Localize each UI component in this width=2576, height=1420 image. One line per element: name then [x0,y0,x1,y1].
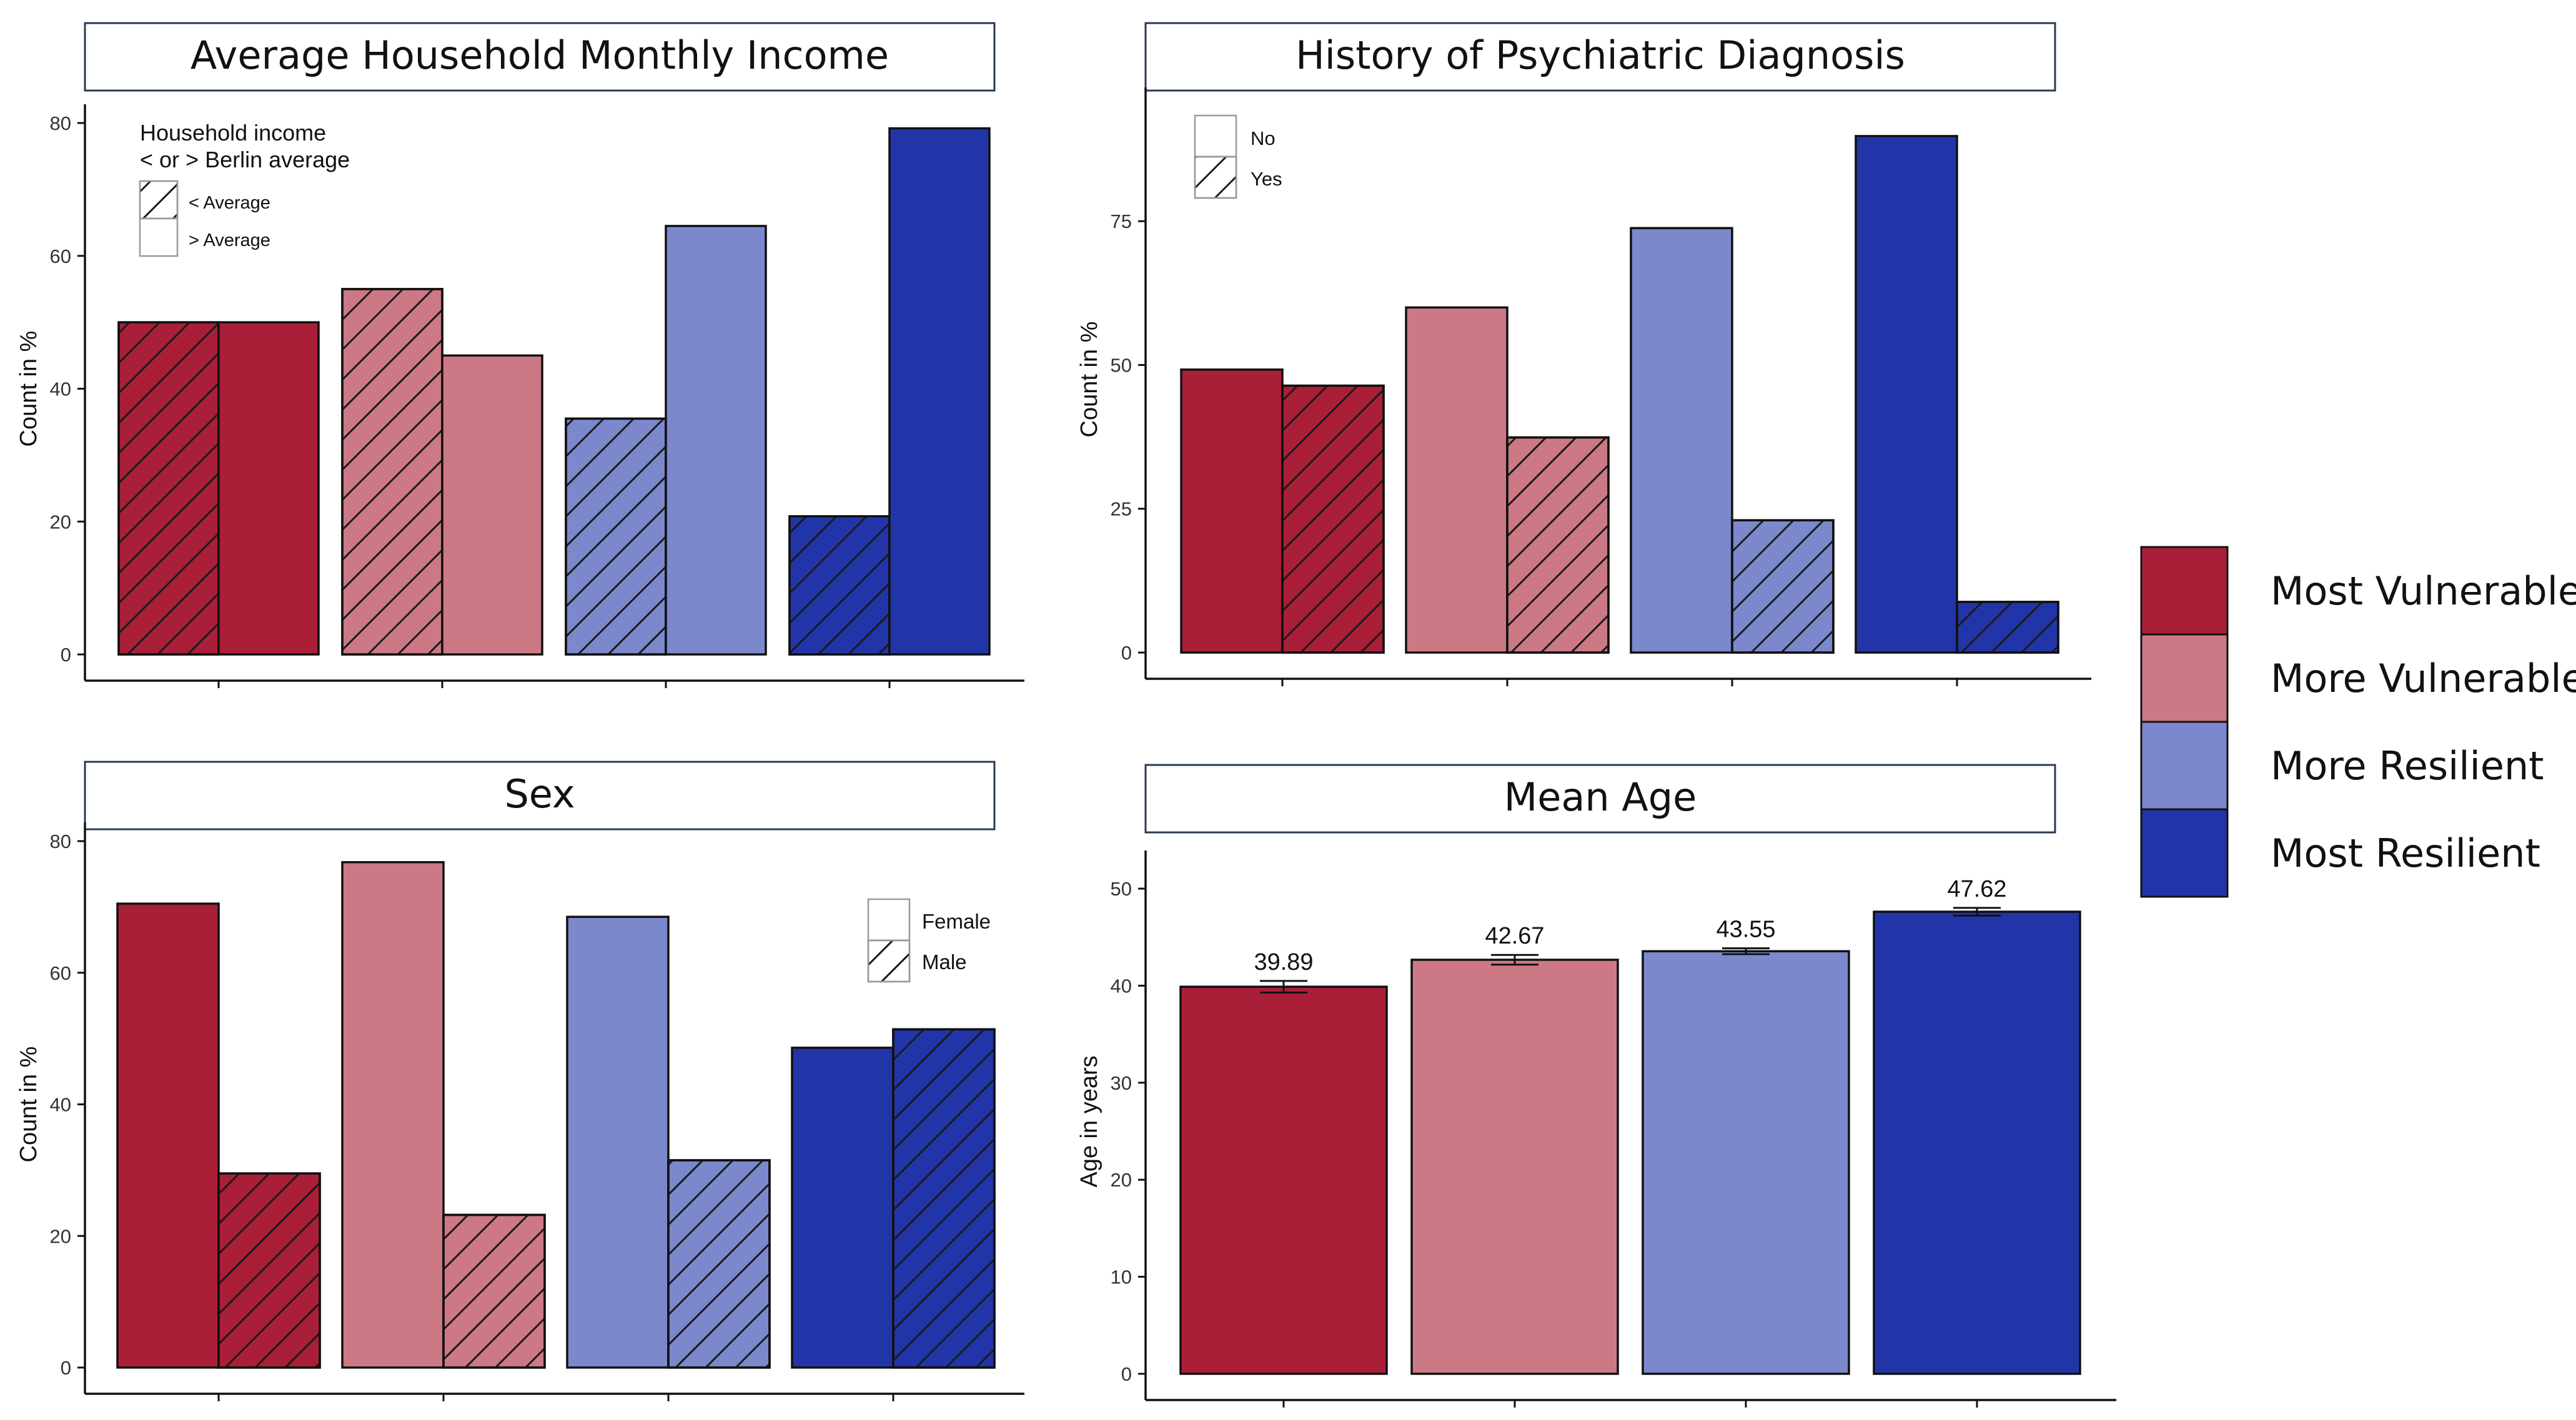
chart-title: Average Household Monthly Income [191,32,889,78]
group-legend-label-4: Most Resilient [2271,831,2540,876]
y-tick-label: 10 [1111,1266,1132,1288]
bar-female-3 [566,915,670,1369]
group-legend-label-2: More Vulnerable [2271,656,2576,701]
group-legend-swatch-3 [2140,721,2229,811]
data-label: 39.89 [1254,949,1313,975]
legend-label: No [1251,127,1276,149]
legend-key-yes-hatch [1194,155,1237,199]
bar-age-1 [1179,985,1388,1375]
bar-hatch-overlay [892,1028,996,1369]
legend-label: Female [922,910,991,933]
bar-female-4 [791,1047,894,1369]
bar-hatch-overlay [667,1159,771,1369]
data-label: 42.67 [1485,923,1544,949]
legend-key-below-average-hatch [139,180,179,220]
y-tick-label: 30 [1111,1072,1132,1094]
y-tick-label: 40 [50,1094,71,1116]
group-legend-label-1: Most Vulnerable [2271,568,2576,614]
y-tick-label: 20 [1111,1169,1132,1191]
bar-no-4 [1855,135,1958,654]
group-legend-swatch-4 [2140,808,2229,898]
chart-title-box [1144,22,2056,92]
y-tick-label: 50 [1111,354,1132,376]
bar-age-4 [1873,910,2081,1375]
y-tick-label: 50 [1111,878,1132,900]
bar-no-1 [1180,368,1284,654]
bar-no-2 [1405,306,1508,654]
chart-title-box [84,22,996,92]
legend-psychiatric: No Yes [1194,114,1282,199]
y-tick-label: 0 [1121,642,1132,664]
group-legend-label-3: More Resilient [2271,743,2544,789]
bar-hatch-overlay [217,1172,321,1369]
chart-panel-2: History of Psychiatric Diagnosis 0 25 50 75 C… [1076,22,2091,686]
bar-hatch-overlay [788,515,891,656]
y-tick-label: 40 [50,378,71,400]
legend-title-line2: < or > Berlin average [140,147,350,172]
y-tick-label: 80 [50,112,71,134]
chart-panel-4: Mean Age 0 10 20 30 40 50 Age in years 39.89 42.6… [1076,764,2116,1408]
y-tick-label: 0 [61,1357,71,1379]
bar-hatch-overlay [117,321,220,656]
legend-key-above-average [139,217,179,257]
bar-average-4 [888,127,991,656]
bar-hatch-overlay [565,417,667,656]
y-axis-label: Count in % [16,1047,42,1163]
legend-key-female [867,898,911,942]
bar-average-3 [665,225,767,656]
group-legend-swatch-2 [2140,633,2229,723]
bar-average-2 [441,354,543,656]
y-axis-label: Age in years [1076,1055,1102,1187]
y-tick-label: 0 [61,644,71,666]
bar-female-1 [116,902,220,1369]
legend-label: > Average [189,230,270,250]
bar-female-2 [341,860,445,1369]
legend-label: Male [922,950,967,974]
legend-key-male-hatch [867,939,911,983]
bar-hatch-overlay [341,288,443,656]
y-tick-label: 20 [50,1225,71,1247]
chart-title: Mean Age [1504,774,1697,820]
legend-label: Yes [1251,168,1282,190]
bar-hatch-overlay [1731,519,1835,654]
chart-title: History of Psychiatric Diagnosis [1295,32,1905,78]
bar-hatch-overlay [1506,436,1610,654]
y-tick-label: 80 [50,831,71,852]
bar-no-3 [1630,227,1733,654]
legend-sex: Female Male [867,898,991,983]
bar-hatch-overlay [1956,601,2059,654]
y-axis-label: Count in % [1076,322,1102,438]
chart-panel-3: Sex 0 20 40 60 80 Count in % [16,761,1024,1401]
y-axis-label: Count in % [16,331,42,447]
bar-average-1 [217,321,320,656]
bar-hatch-overlay [442,1213,546,1369]
y-tick-label: 20 [50,511,71,533]
legend-label: < Average [189,193,270,213]
y-tick-label: 60 [50,245,71,267]
legend-title-line1: Household income [140,120,326,145]
chart-title-box [1144,764,2056,834]
bar-age-3 [1642,950,1850,1375]
bar-age-2 [1410,959,1619,1375]
data-label: 43.55 [1716,917,1775,943]
y-tick-label: 75 [1111,210,1132,232]
legend-key-no [1194,114,1237,158]
y-tick-label: 40 [1111,975,1132,997]
group-legend-swatch-1 [2140,546,2229,636]
chart-panel-1: Average Household Monthly Income 0 20 40 60 8… [16,22,1024,688]
y-tick-label: 60 [50,962,71,984]
chart-title-box [84,761,996,831]
group-legend: Most Vulnerable More Vulnerable More Resil… [2140,546,2576,898]
bar-hatch-overlay [1281,384,1385,654]
legend-income: Household income < or > Berlin average < … [139,120,350,257]
chart-title: Sex [504,771,575,817]
data-label: 47.62 [1947,876,2006,902]
y-tick-label: 0 [1121,1363,1132,1385]
y-tick-label: 25 [1111,498,1132,520]
